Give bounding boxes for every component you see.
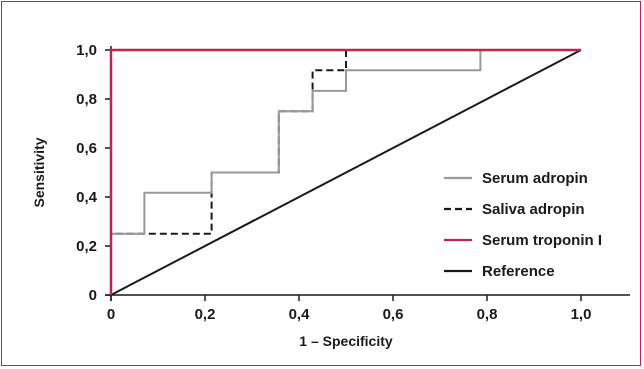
- y-tick-label: 0,2: [76, 238, 97, 255]
- legend-label-serum-troponin-i: Serum troponin I: [482, 232, 602, 249]
- x-tick-marks: [110, 295, 582, 301]
- y-axis-title: Sensitivity: [31, 137, 47, 207]
- y-tick-label: 0,8: [76, 91, 97, 108]
- legend-label-serum-adropin: Serum adropin: [482, 170, 588, 187]
- x-tick-label: 0,6: [383, 306, 404, 323]
- y-tick-label: 0,6: [76, 140, 97, 157]
- y-tick-label: 0: [89, 287, 97, 304]
- series-serum-troponin-i-line: [109, 48, 581, 295]
- series-saliva-adropin-line: [110, 49, 581, 295]
- x-tick-label: 0,2: [195, 306, 216, 323]
- x-tick-labels: 0 0,2 0,4 0,6 0,8 1,0: [107, 306, 592, 323]
- x-tick-label: 1,0: [571, 306, 592, 323]
- y-tick-label: 1,0: [76, 42, 97, 59]
- legend-label-saliva-adropin: Saliva adropin: [482, 201, 585, 218]
- y-tick-labels: 0 0,2 0,4 0,6 0,8 1,0: [76, 42, 98, 304]
- x-tick-label: 0,4: [289, 306, 311, 323]
- x-axis-title: 1 – Specificity: [299, 333, 393, 349]
- x-tick-label: 0,8: [477, 306, 498, 323]
- series-lines: [109, 48, 582, 296]
- legend: Serum adropin Saliva adropin Serum troponi…: [444, 170, 602, 280]
- y-tick-label: 0,4: [76, 189, 98, 206]
- legend-label-reference: Reference: [482, 263, 555, 280]
- series-serum-adropin-line: [110, 49, 581, 295]
- x-tick-label: 0: [107, 306, 115, 323]
- series-reference-line: [110, 49, 582, 296]
